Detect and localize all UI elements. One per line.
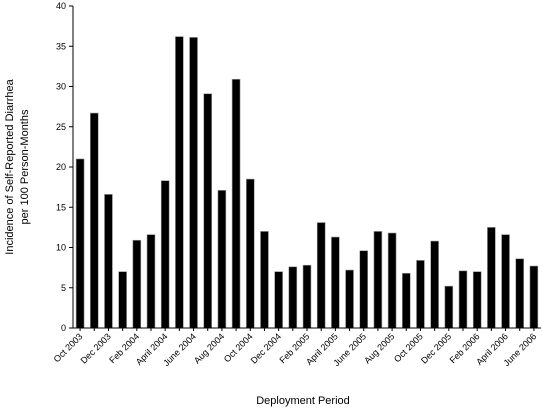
bar: [501, 234, 510, 329]
x-axis-title: Deployment Period: [256, 395, 350, 407]
bar: [302, 264, 312, 329]
y-axis-title-line-1: Incidence of Self-Reported Diarrhea: [4, 78, 16, 254]
bar: [288, 266, 298, 329]
y-tick-label: 25: [56, 122, 66, 132]
bar: [345, 269, 354, 329]
y-axis-title-line-2: per 100 Person-Months: [19, 109, 31, 224]
x-tick-label: Aug 2004: [192, 331, 226, 365]
y-tick-label: 10: [56, 243, 66, 253]
bar: [260, 231, 269, 329]
bar: [444, 285, 454, 329]
y-tick-label: 30: [56, 82, 66, 92]
bar: [175, 36, 184, 329]
bar: [402, 272, 411, 329]
bar: [90, 112, 99, 329]
bar: [458, 270, 468, 329]
bar: [231, 78, 241, 329]
bar: [217, 190, 227, 329]
bar: [246, 178, 255, 329]
bar: [189, 37, 198, 329]
bar: [118, 271, 127, 329]
x-tick-label: Aug 2005: [362, 331, 396, 365]
y-axis-title: Incidence of Self-Reported Diarrhea per …: [4, 78, 31, 254]
y-axis-ticks: 0 5 10 15 20 25 30 35 40: [56, 1, 73, 333]
x-tick-label: Dec 2004: [249, 331, 283, 365]
x-tick-label: Dec 2005: [419, 331, 453, 365]
bar: [75, 158, 85, 329]
bar: [387, 232, 397, 329]
bar: [359, 250, 368, 329]
bar: [416, 260, 425, 329]
bar: [203, 93, 212, 329]
bar: [515, 258, 524, 329]
bar: [430, 240, 439, 329]
bar: [132, 239, 142, 329]
y-tick-label: 40: [56, 1, 66, 11]
bar: [104, 194, 113, 329]
bar: [373, 231, 383, 329]
bar: [331, 236, 340, 329]
bars-group: [75, 36, 539, 329]
y-tick-label: 20: [56, 162, 66, 172]
bar: [146, 234, 156, 329]
y-tick-label: 0: [61, 323, 66, 333]
y-tick-label: 15: [56, 202, 66, 212]
bar: [487, 227, 496, 329]
bar: [472, 271, 482, 329]
bar: [529, 265, 539, 329]
bar: [274, 271, 283, 329]
y-tick-label: 35: [56, 41, 66, 51]
x-tick-label: Dec 2003: [79, 331, 113, 365]
y-tick-label: 5: [61, 283, 66, 293]
bar: [160, 180, 170, 329]
bar: [316, 222, 326, 329]
